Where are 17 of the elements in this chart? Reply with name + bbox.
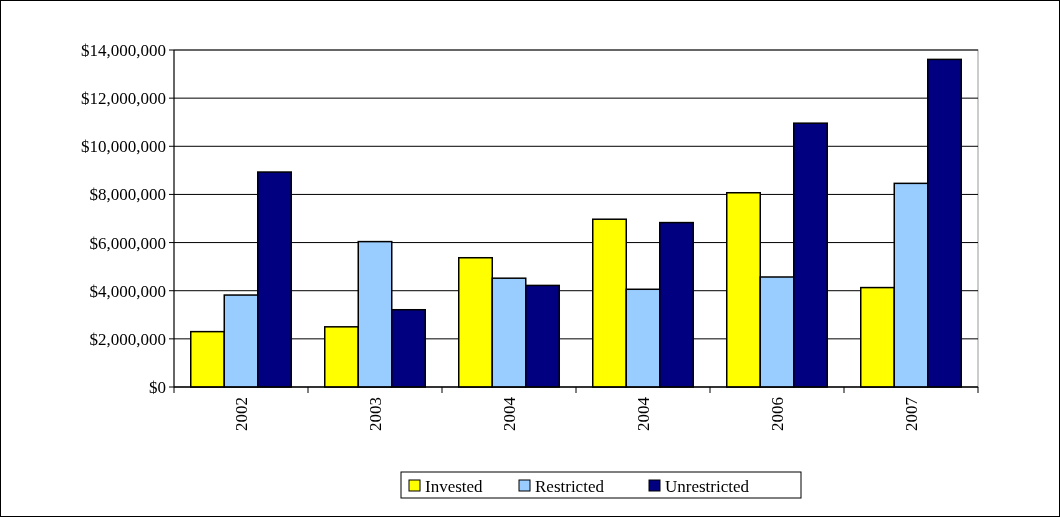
x-tick-label: 2006 [767, 397, 787, 431]
y-tick-label: $6,000,000 [89, 233, 166, 253]
y-tick-label: $8,000,000 [89, 185, 166, 205]
legend-label: Invested [425, 476, 484, 496]
x-tick-label: 2002 [231, 397, 251, 431]
x-tick-label: 2007 [901, 396, 921, 431]
y-tick-label: $14,000,000 [81, 40, 166, 60]
y-tick-label: $2,000,000 [89, 329, 166, 349]
x-tick-label: 2004 [499, 396, 519, 431]
legend-label: Restricted [535, 476, 605, 496]
y-tick-label: $10,000,000 [81, 137, 166, 157]
y-tick-label: $4,000,000 [89, 281, 166, 301]
y-tick-label: $12,000,000 [81, 89, 166, 109]
legend-label: Unrestricted [665, 476, 750, 496]
x-tick-label: 2004 [633, 396, 653, 431]
y-tick-label: $0 [149, 377, 166, 397]
x-tick-label: 2003 [365, 397, 385, 431]
